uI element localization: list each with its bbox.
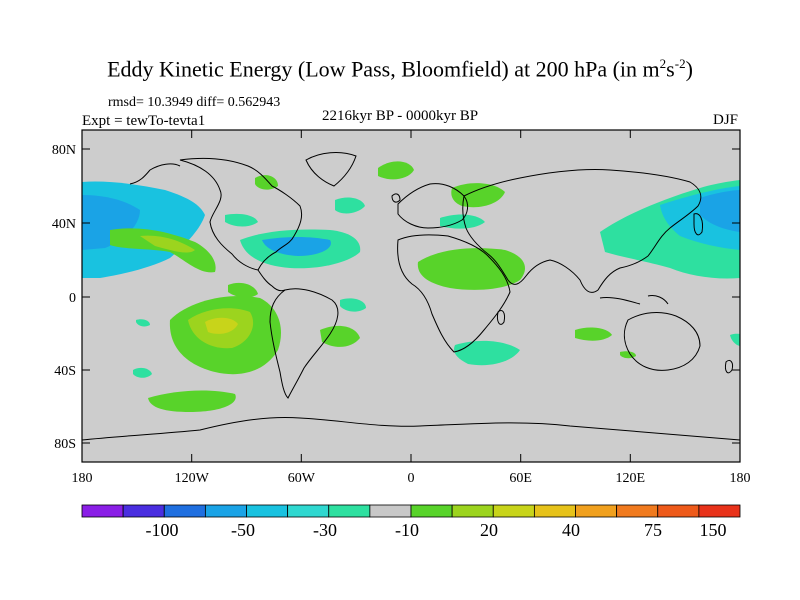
coastline-africa [397, 234, 511, 353]
rmsd-diff-text: rmsd= 10.3949 diff= 0.562943 [108, 95, 281, 110]
lat-label: 40N [52, 217, 76, 232]
coastline-greenland [305, 152, 357, 187]
colorbar-label: -30 [313, 520, 337, 540]
colorbar-swatch [575, 504, 618, 518]
anomaly-patch [228, 282, 258, 298]
anomaly-patch [140, 235, 195, 253]
colorbar-swatch [698, 504, 741, 518]
season-label: DJF [712, 112, 738, 128]
title-sup1: 2 [659, 56, 667, 71]
lon-label: 120E [616, 471, 646, 486]
anomaly-fields [82, 161, 740, 412]
lat-label: 0 [69, 291, 76, 306]
coastline-indonesia [599, 295, 669, 305]
anomaly-patch [225, 213, 258, 227]
lon-label: 120W [175, 471, 210, 486]
colorbar-swatch [204, 504, 247, 518]
lon-label: 60W [288, 471, 316, 486]
anomaly-patch [82, 195, 140, 250]
lat-label: 40S [54, 364, 76, 379]
colorbar-swatch [246, 504, 289, 518]
colorbar-labels: -100 -50 -30 -10 20 40 75 150 [146, 520, 727, 540]
lat-label: 80S [54, 437, 76, 452]
colorbar-swatch [122, 504, 165, 518]
colorbar-swatch [287, 504, 330, 518]
coastline-south-america [269, 288, 339, 399]
title-text: Eddy Kinetic Energy (Low Pass, Bloomfiel… [107, 56, 660, 82]
coastline-asia [462, 168, 702, 293]
colorbar-label: 20 [480, 520, 498, 540]
coastline-europe [397, 183, 469, 229]
lat-labels: 80N 40N 0 40S 80S [52, 143, 76, 452]
anomaly-patch [335, 197, 365, 214]
colorbar-swatch [492, 504, 535, 518]
colorbar-swatch [657, 504, 700, 518]
lon-label: 60E [509, 471, 532, 486]
title-sup2: -2 [674, 56, 686, 71]
colorbar-swatch [81, 504, 124, 518]
lon-ticks [81, 130, 631, 462]
anomaly-patch [417, 248, 525, 290]
chart-title: Eddy Kinetic Energy (Low Pass, Bloomfiel… [0, 56, 800, 82]
colorbar-label: -50 [231, 520, 255, 540]
coastline-madagascar [497, 309, 505, 325]
colorbar-swatch [533, 504, 576, 518]
anomaly-patch [320, 325, 360, 347]
lon-labels: 180 120W 60W 0 60E 120E 180 [72, 471, 751, 486]
title-mid: s [666, 56, 675, 82]
anomaly-patch [700, 190, 740, 232]
anomaly-patch [454, 340, 520, 366]
anomaly-patch [378, 161, 414, 180]
anomaly-patch [262, 237, 331, 256]
colorbar-swatch [410, 504, 453, 518]
coastline-alaska [129, 163, 181, 185]
anomaly-patch [110, 228, 216, 273]
colorbar-swatch [163, 504, 206, 518]
lat-ticks [82, 148, 740, 444]
anomaly-patch [136, 319, 150, 327]
coastline-north-america [179, 157, 303, 271]
lon-label: 180 [730, 471, 751, 486]
colorbar [81, 504, 741, 518]
lon-label: 180 [72, 471, 93, 486]
anomaly-patch [730, 333, 740, 346]
coastline-central-america [257, 269, 286, 292]
map-background [82, 130, 740, 462]
period-label: 2216kyr BP - 0000kyr BP [322, 108, 479, 124]
colorbar-swatch [369, 504, 412, 518]
colorbar-swatch [328, 504, 371, 518]
lat-label: 80N [52, 143, 76, 158]
anomaly-patch [451, 183, 505, 208]
colorbar-label: -100 [146, 520, 179, 540]
lon-label: 0 [408, 471, 415, 486]
colorbar-label: 75 [644, 520, 662, 540]
colorbar-label: 40 [562, 520, 580, 540]
colorbar-swatch [451, 504, 494, 518]
anomaly-patch [575, 327, 612, 341]
anomaly-patch [133, 367, 152, 378]
colorbar-label: -10 [395, 520, 419, 540]
coastlines [81, 152, 741, 441]
title-end: ) [685, 56, 693, 82]
anomaly-patch [340, 298, 366, 312]
coastline-britain [391, 193, 401, 203]
coastline-antarctica [81, 417, 741, 441]
colorbar-label: 150 [700, 520, 727, 540]
anomaly-patch [205, 317, 238, 334]
anomaly-patch [148, 390, 236, 412]
experiment-label: Expt = tewTo-tevta1 [82, 113, 206, 129]
coastline-japan [693, 213, 703, 236]
coastline-australia [623, 312, 701, 371]
colorbar-swatch [616, 504, 659, 518]
